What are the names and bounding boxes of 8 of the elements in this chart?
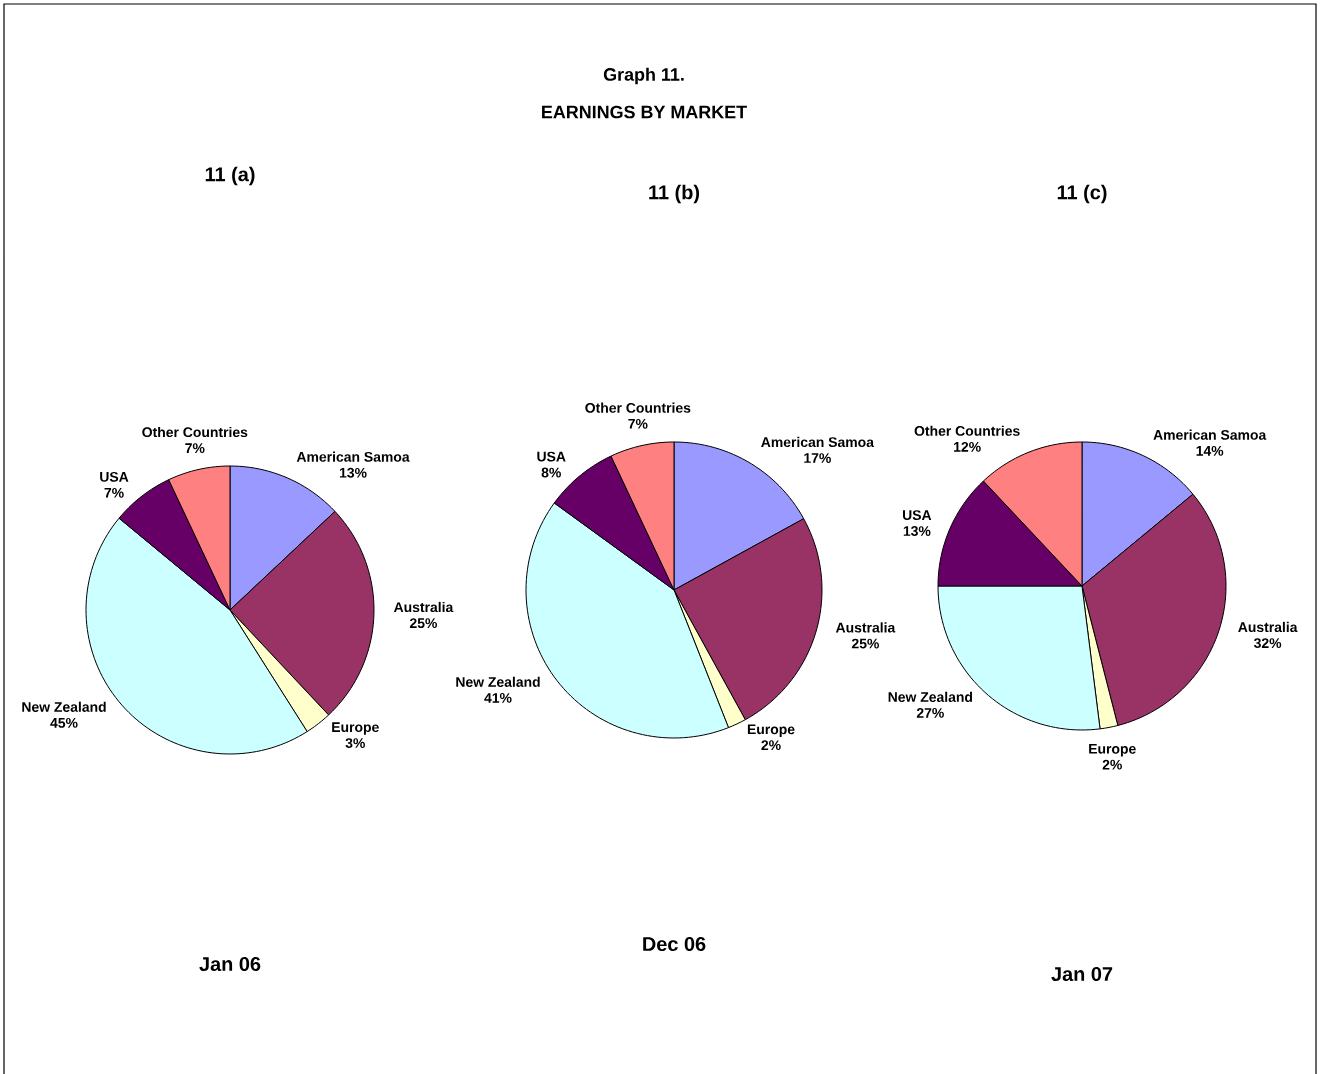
chart-title: 11 (b) bbox=[649, 184, 700, 203]
text: Dec 06 bbox=[643, 936, 706, 951]
text: Jan 07 bbox=[1051, 966, 1113, 981]
chart-title: 11 (c) bbox=[1057, 184, 1107, 203]
text: EARNINGS BY MARKET bbox=[542, 105, 747, 119]
text: Jan 06 bbox=[199, 956, 261, 971]
chart-title: 11 (a) bbox=[205, 166, 255, 185]
caption: Graph 11. bbox=[603, 67, 684, 85]
